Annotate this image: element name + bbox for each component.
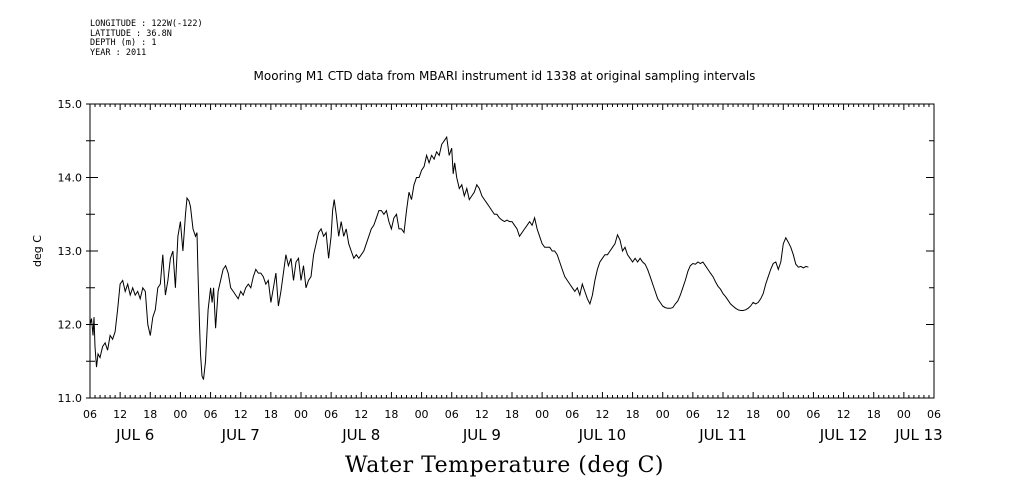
- x-day-label: JUL 13: [894, 426, 943, 444]
- y-tick-label: 13.0: [58, 245, 83, 258]
- y-tick-label: 12.0: [58, 319, 83, 332]
- x-tick-label: 12: [837, 408, 851, 421]
- x-tick-label: 06: [445, 408, 459, 421]
- x-tick-label: 06: [565, 408, 579, 421]
- x-tick-label: 18: [384, 408, 398, 421]
- x-tick-label: 12: [595, 408, 609, 421]
- header-info: LONGITUDE : 122W(-122) LATITUDE : 36.8N …: [90, 19, 203, 58]
- x-day-label: JUL 11: [698, 426, 747, 444]
- x-day-label: JUL 12: [819, 426, 868, 444]
- year-label: YEAR : 2011: [90, 47, 147, 58]
- x-day-label: JUL 8: [341, 426, 380, 444]
- x-tick-label: 12: [234, 408, 248, 421]
- y-axis-label: deg C: [31, 235, 44, 267]
- series-line: [89, 135, 809, 380]
- x-tick-label: 00: [415, 408, 429, 421]
- x-day-label: JUL 6: [115, 426, 154, 444]
- x-tick-label: 06: [324, 408, 338, 421]
- x-tick-label: 18: [505, 408, 519, 421]
- x-tick-label: 06: [83, 408, 97, 421]
- y-tick-label: 15.0: [58, 98, 83, 111]
- latitude-label: LATITUDE : 36.8N: [90, 28, 172, 39]
- x-tick-label: 00: [656, 408, 670, 421]
- x-day-label: JUL 9: [462, 426, 501, 444]
- x-tick-label: 06: [806, 408, 820, 421]
- x-tick-label: 12: [113, 408, 127, 421]
- x-tick-label: 18: [867, 408, 881, 421]
- longitude-label: LONGITUDE : 122W(-122): [90, 19, 203, 29]
- depth-label: DEPTH (m) : 1: [90, 38, 157, 49]
- x-tick-label: 00: [173, 408, 187, 421]
- axis-ticks: [86, 103, 935, 399]
- y-tick-label: 11.0: [58, 392, 83, 405]
- x-tick-label: 12: [475, 408, 489, 421]
- y-tick-label: 14.0: [58, 172, 83, 185]
- plot-frame: [89, 103, 935, 399]
- x-tick-label: 00: [294, 408, 308, 421]
- x-tick-label: 18: [264, 408, 278, 421]
- x-tick-label: 12: [354, 408, 368, 421]
- x-axis-title: Water Temperature (deg C): [345, 453, 664, 478]
- x-tick-label: 06: [686, 408, 700, 421]
- x-tick-label: 00: [535, 408, 549, 421]
- chart-title: Mooring M1 CTD data from MBARI instrumen…: [253, 69, 756, 83]
- x-day-label: JUL 7: [221, 426, 260, 444]
- x-tick-label: 06: [927, 408, 941, 421]
- x-tick-label: 00: [776, 408, 790, 421]
- x-day-label: JUL 10: [578, 426, 627, 444]
- x-tick-label: 00: [897, 408, 911, 421]
- x-tick-label: 18: [143, 408, 157, 421]
- axis-tick-labels: 06 12 18 00 06 12 18 00 06 12 18 00 06 12 18 00 06 12 18 00…: [58, 98, 943, 444]
- x-tick-label: 06: [204, 408, 218, 421]
- x-tick-label: 18: [626, 408, 640, 421]
- x-tick-label: 18: [746, 408, 760, 421]
- x-tick-label: 12: [716, 408, 730, 421]
